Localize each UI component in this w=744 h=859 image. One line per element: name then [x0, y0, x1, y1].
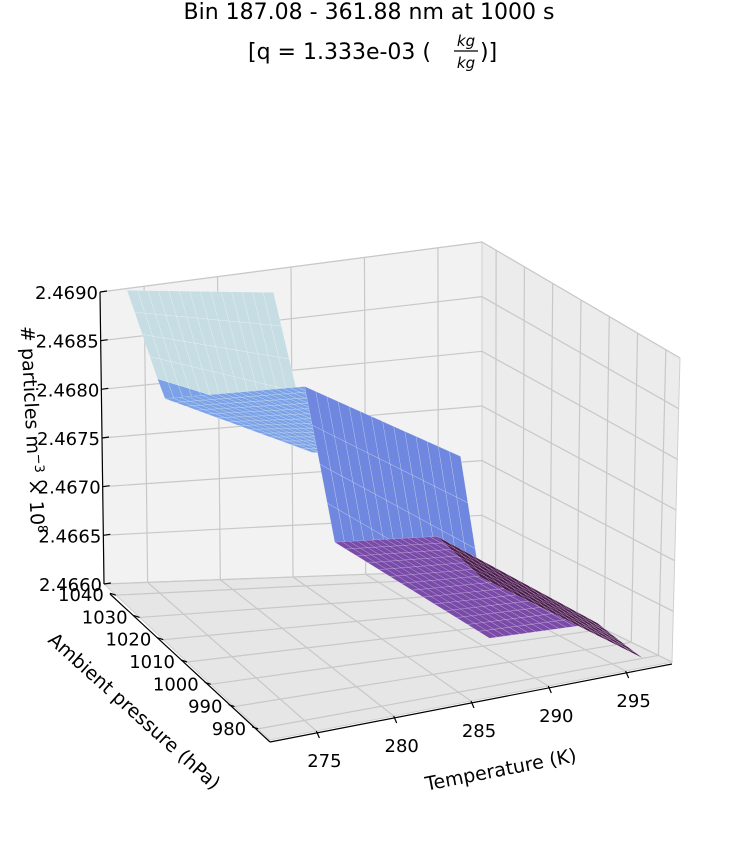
chart-title-frac-num: kg: [457, 32, 475, 50]
z-tick-label: 2.4675: [37, 429, 100, 450]
z-tick-mark: [99, 290, 108, 293]
x-tick-mark: [470, 700, 475, 709]
z-tick-label: 2.4670: [38, 478, 101, 499]
x-tick-label: 280: [385, 736, 419, 757]
chart-title-line1: Bin 187.08 - 361.88 nm at 1000 s: [184, 0, 555, 25]
tick-labels: 275 280 285 290 295 9809901000101010201030104…: [35, 283, 651, 772]
y-tick-mark: [251, 726, 259, 730]
y-tick-mark: [180, 659, 188, 663]
grid-line-z: [102, 460, 675, 562]
x-axis-line: [269, 663, 673, 743]
x-tick-mark: [393, 715, 398, 724]
y-tick-label: 1000: [153, 674, 199, 695]
grid-line-z: [101, 405, 677, 511]
x-tick-mark: [547, 685, 552, 694]
x-tick-mark: [625, 670, 630, 679]
y-tick-label: 1010: [129, 652, 175, 673]
y-tick-mark: [157, 637, 164, 641]
y-tick-mark: [204, 681, 211, 685]
chart-title-prefix: [q = 1.333e-03 (: [248, 40, 431, 65]
y-tick-label: 980: [212, 719, 246, 740]
z-tick-mark: [100, 339, 108, 342]
z-tick-mark: [103, 582, 112, 585]
grid-line-z: [99, 241, 681, 359]
chart-title-frac-den: kg: [457, 54, 475, 72]
grid-line-z: [103, 514, 674, 612]
z-tick-label: 2.4680: [36, 380, 99, 401]
x-axis-label: Temperature (K): [422, 745, 578, 796]
z-axis-label-mid: × 10: [23, 472, 48, 525]
chart-title-line2: [q = 1.333e-03 (: [248, 40, 431, 65]
y-tick-mark: [109, 592, 117, 596]
surface-patch: [623, 646, 644, 659]
z-tick-mark: [101, 436, 110, 439]
z-tick-label: 2.4685: [36, 332, 99, 353]
surface-plot: [126, 290, 644, 659]
z-tick-mark: [101, 387, 109, 390]
z-tick-mark: [102, 485, 110, 488]
y-tick-label: 1030: [82, 607, 128, 628]
z-tick-label: 2.4690: [35, 283, 98, 304]
x-tick-label: 285: [462, 721, 496, 742]
chart-title-suffix: )]: [480, 40, 497, 65]
y-tick-label: 1020: [105, 630, 151, 651]
z-tick-mark: [103, 533, 111, 536]
z-tick-label: 2.4665: [38, 526, 101, 547]
z-tick-label: 2.4660: [39, 575, 102, 596]
x-tick-label: 295: [616, 691, 650, 712]
y-axis-line: [109, 593, 271, 743]
z-axis-label-exp2: 8: [34, 524, 49, 533]
z-axis-label-exp: −3: [31, 453, 47, 473]
grid-lines: [99, 241, 681, 732]
y-tick-label: 1040: [58, 585, 104, 606]
x-tick-label: 290: [539, 706, 573, 727]
x-tick-mark: [315, 730, 320, 739]
y-tick-mark: [133, 614, 140, 618]
y-tick-mark: [228, 704, 235, 708]
x-tick-label: 275: [307, 751, 341, 772]
y-tick-label: 990: [188, 697, 222, 718]
